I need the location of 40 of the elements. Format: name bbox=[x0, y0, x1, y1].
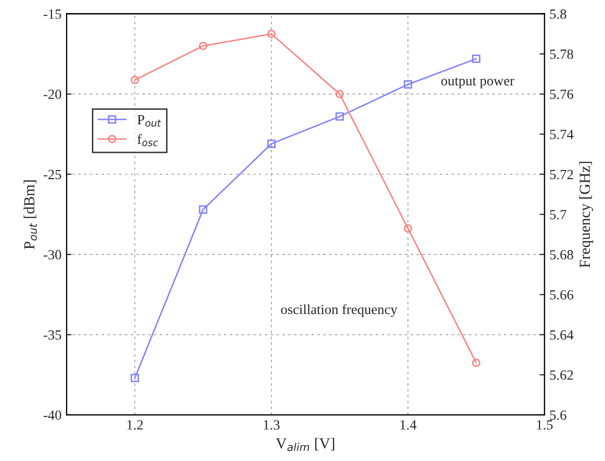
x-tick-label: 1.5 bbox=[537, 420, 553, 430]
point bbox=[472, 54, 480, 63]
point bbox=[404, 80, 412, 89]
point bbox=[130, 76, 139, 84]
y-tick-label: -15 bbox=[44, 9, 62, 19]
legend-label: f$_{osc}$ bbox=[137, 134, 158, 146]
y2-tick-label: 5.66 bbox=[550, 290, 574, 300]
point bbox=[198, 42, 208, 50]
y-tick-label: -35 bbox=[44, 330, 62, 340]
y-tick-label: -25 bbox=[44, 170, 62, 180]
y2-tick-label: 5.78 bbox=[550, 50, 574, 59]
x-tick-label: 1.4 bbox=[400, 420, 416, 430]
x-tick-label: 1.2 bbox=[127, 420, 143, 430]
y2-tick-label: 5.6 bbox=[550, 410, 566, 420]
point bbox=[198, 205, 208, 214]
annotation: oscillation frequency bbox=[281, 304, 398, 318]
y-tick-label: -20 bbox=[44, 90, 62, 99]
point bbox=[404, 224, 412, 233]
point bbox=[472, 358, 480, 367]
y2-tick-label: 5.7 bbox=[550, 210, 566, 220]
annotation: output power bbox=[441, 78, 514, 88]
y2-axis-title: Frequency [GHz] bbox=[579, 162, 594, 268]
y-tick-label: -30 bbox=[44, 250, 62, 260]
point bbox=[335, 90, 344, 98]
y2-tick-label: 5.74 bbox=[550, 130, 574, 140]
x-axis-title: V$_{alim}$ [V] bbox=[276, 438, 334, 452]
point bbox=[267, 30, 276, 38]
y2-tick-label: 5.62 bbox=[550, 370, 573, 380]
legend-label: P$_{out}$ bbox=[137, 115, 162, 127]
point bbox=[267, 140, 276, 148]
x-tick-label: 1.3 bbox=[264, 420, 280, 430]
y2-tick-label: 5.76 bbox=[550, 90, 574, 100]
y2-tick-label: 5.64 bbox=[550, 330, 574, 340]
y2-tick-label: 5.8 bbox=[550, 9, 566, 19]
y2-tick-label: 5.68 bbox=[550, 250, 574, 260]
y-tick-label: -40 bbox=[44, 410, 62, 420]
y2-tick-label: 5.72 bbox=[550, 170, 573, 180]
point bbox=[130, 374, 139, 382]
point bbox=[335, 112, 344, 121]
y-axis-title: P$_{out}$ [dBm] bbox=[24, 180, 37, 250]
